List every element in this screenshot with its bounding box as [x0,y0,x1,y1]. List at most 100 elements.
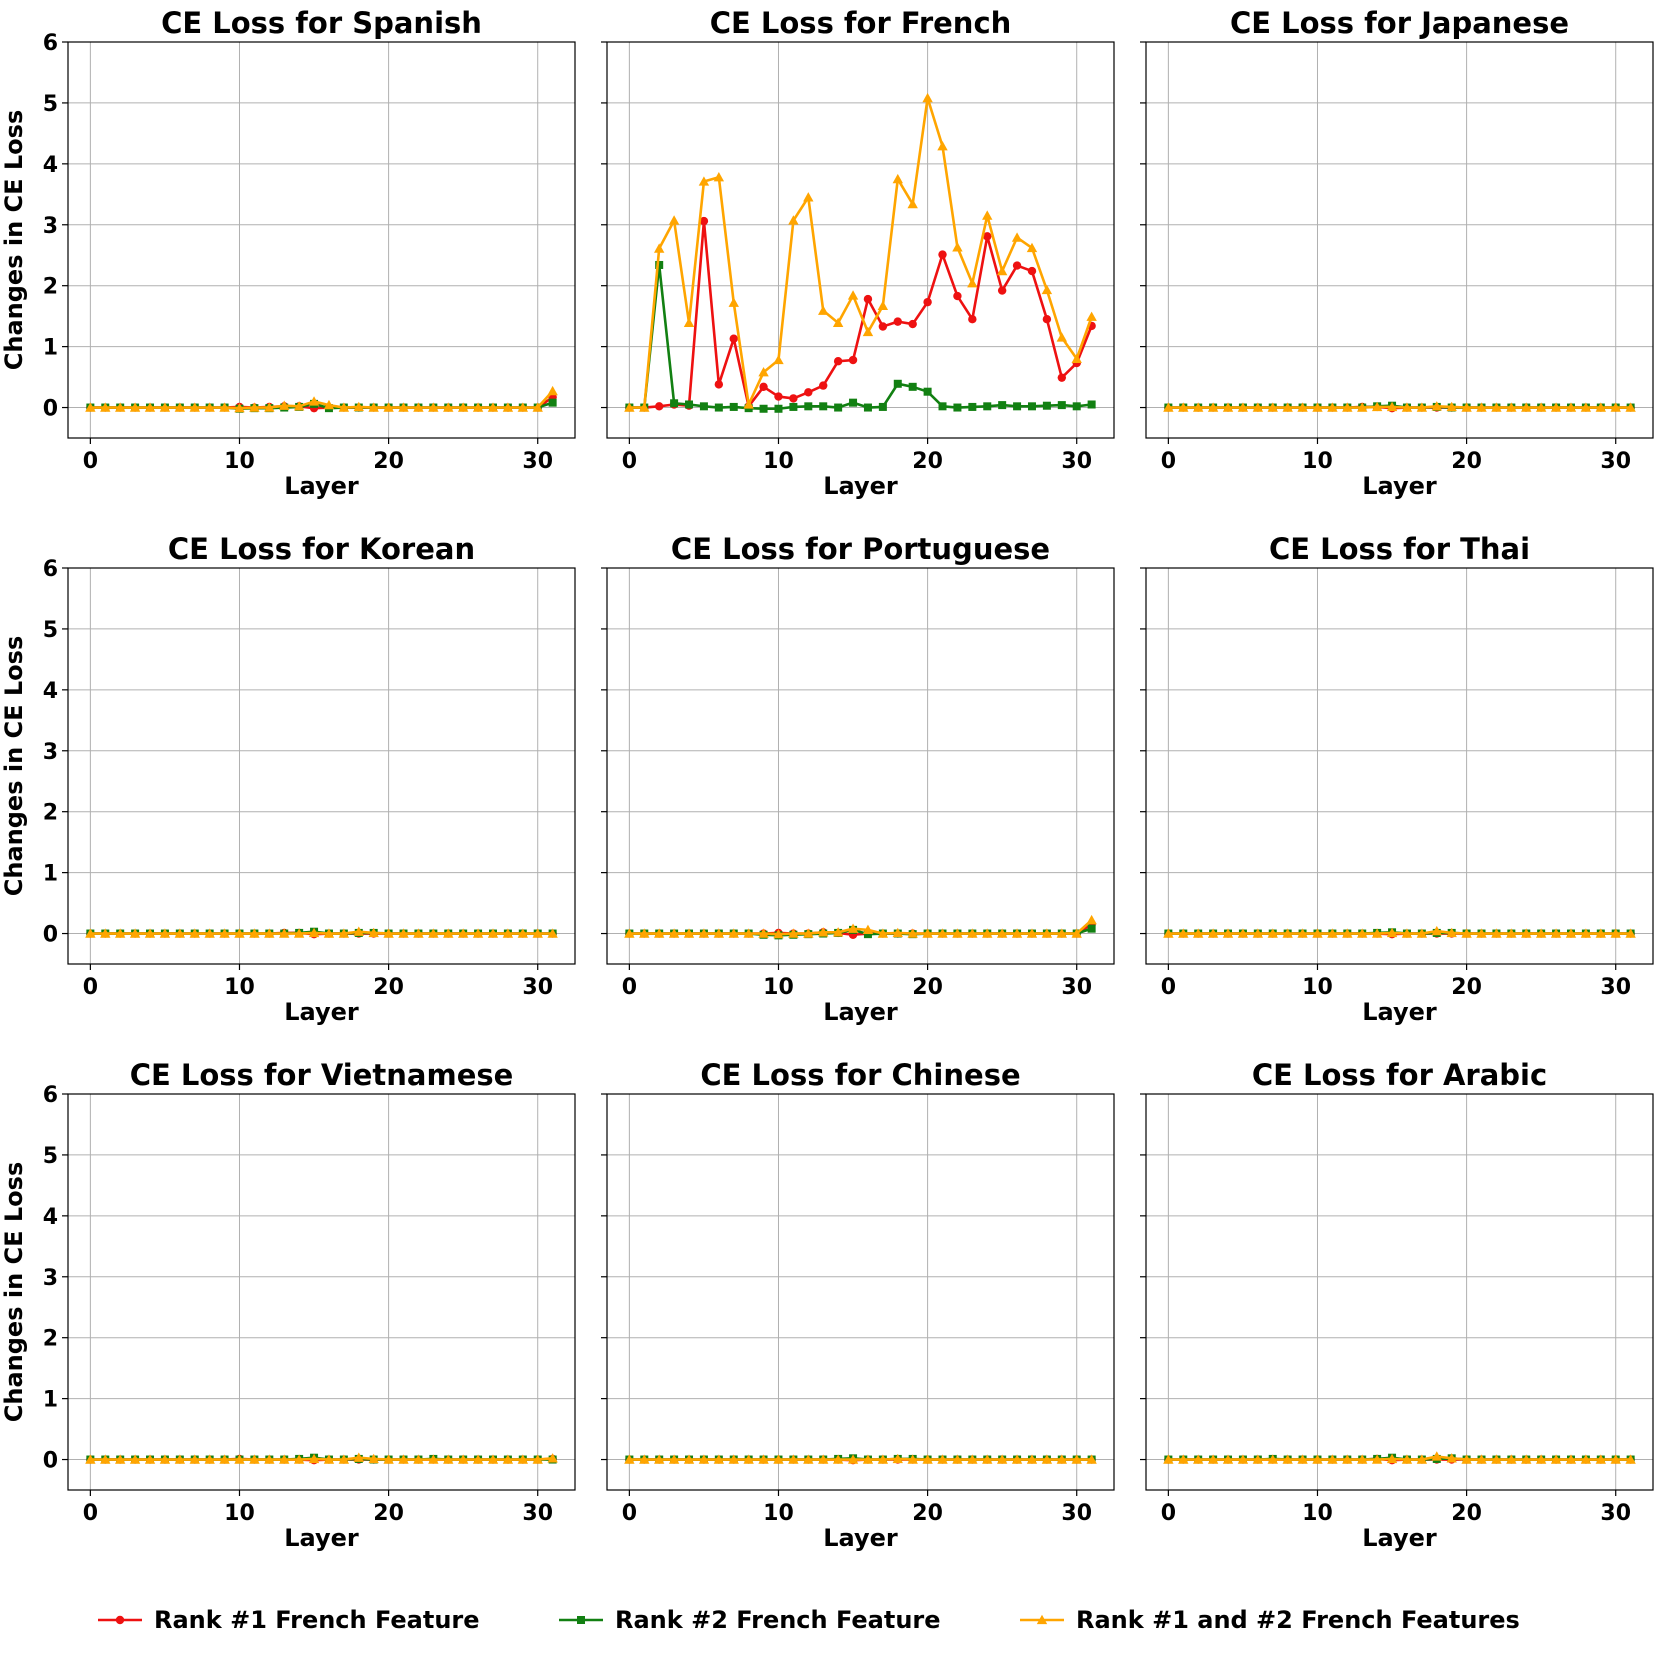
x-tick-label: 30 [1600,1501,1631,1526]
axes-frame [1145,1093,1654,1491]
x-tick-label: 20 [1451,975,1482,1000]
data-point [1192,402,1204,412]
data-point [457,928,469,938]
data-point [502,928,514,938]
data-point [654,402,664,411]
data-point [517,1454,529,1464]
y-tick-label: 3 [43,740,58,765]
data-point [997,286,1007,295]
data-point [1491,1454,1502,1464]
series-line [629,96,1093,409]
data-point [1446,401,1457,412]
x-tick-label: 10 [763,1501,794,1526]
x-tick-label: 30 [1600,975,1631,1000]
y-tick-label: 6 [43,31,58,56]
data-point [159,402,171,412]
axes-frame [67,1093,576,1491]
data-point [699,402,708,411]
data-point [982,210,993,220]
data-point [1386,401,1398,412]
data-point [996,1454,1008,1464]
data-point [683,928,695,938]
y-tick-label: 6 [43,1083,58,1108]
data-point [1610,402,1621,412]
data-point [1431,925,1442,936]
data-point [1401,1454,1413,1464]
data-point [1312,402,1323,412]
x-tick-label: 20 [373,975,404,1000]
data-point [1312,928,1323,938]
data-point [938,250,947,259]
data-point [803,1454,814,1464]
data-point [1086,1454,1097,1464]
data-point [803,928,814,938]
data-point [1086,311,1097,321]
data-point [1371,401,1383,412]
x-tick-label: 0 [83,449,98,474]
data-point [907,198,918,209]
data-point [1056,332,1068,342]
data-point [922,928,933,938]
data-point [788,1454,799,1464]
data-point [668,215,680,225]
data-point [1071,928,1082,938]
data-point [1252,1454,1264,1464]
data-point [713,928,725,938]
series-3 [1163,401,1636,412]
series-line [90,930,553,935]
data-point [1222,1454,1234,1464]
data-point [848,355,858,365]
data-point [878,322,888,331]
data-point [833,357,843,366]
data-point [922,92,933,103]
data-point [547,928,558,938]
legend-item-3: Rank #1 and #2 French Features [1020,1606,1520,1634]
data-point [1446,1453,1457,1463]
data-point [699,216,709,226]
data-point [1580,928,1592,938]
data-point [758,928,769,938]
data-point [398,1454,409,1464]
data-point [937,140,948,151]
data-point [863,403,872,412]
data-point [1072,402,1081,411]
data-point [1041,1454,1053,1464]
data-point [670,399,679,408]
x-tick-label: 10 [224,1501,255,1526]
data-point [952,928,963,938]
data-point [204,1454,215,1464]
x-tick-label: 0 [83,975,98,1000]
data-point [789,394,798,403]
data-point [1011,232,1023,242]
data-point [129,402,141,412]
subplot-title: CE Loss for Thai [1269,532,1530,566]
data-point [788,215,799,225]
data-point [189,928,200,938]
data-point [1011,1454,1023,1464]
x-tick-label: 0 [1161,1501,1176,1526]
data-point [728,928,739,938]
data-point [100,402,111,412]
data-point [159,1454,171,1464]
series-3 [624,1453,1097,1464]
subplot-title: CE Loss for Vietnamese [130,1058,514,1092]
data-point [624,928,635,938]
data-point [1178,402,1189,412]
y-tick-label: 1 [43,862,58,887]
x-tick-label: 10 [763,975,794,1000]
data-point [293,1454,305,1464]
data-point [1041,284,1053,295]
data-point [639,928,650,938]
x-tick-label: 10 [763,449,794,474]
data-point [758,367,769,377]
x-tick-label: 30 [1061,975,1092,1000]
data-point [1550,928,1562,938]
data-point [967,928,978,938]
data-point [1042,401,1051,410]
data-point [308,1453,320,1464]
x-tick-label: 10 [1302,1501,1333,1526]
x-axis-label: Layer [284,1524,359,1552]
legend-item-2: Rank #2 French Feature [559,1606,941,1634]
data-point [1026,1454,1038,1464]
legend: Rank #1 French Feature Rank #2 French Fea… [98,1606,1520,1634]
